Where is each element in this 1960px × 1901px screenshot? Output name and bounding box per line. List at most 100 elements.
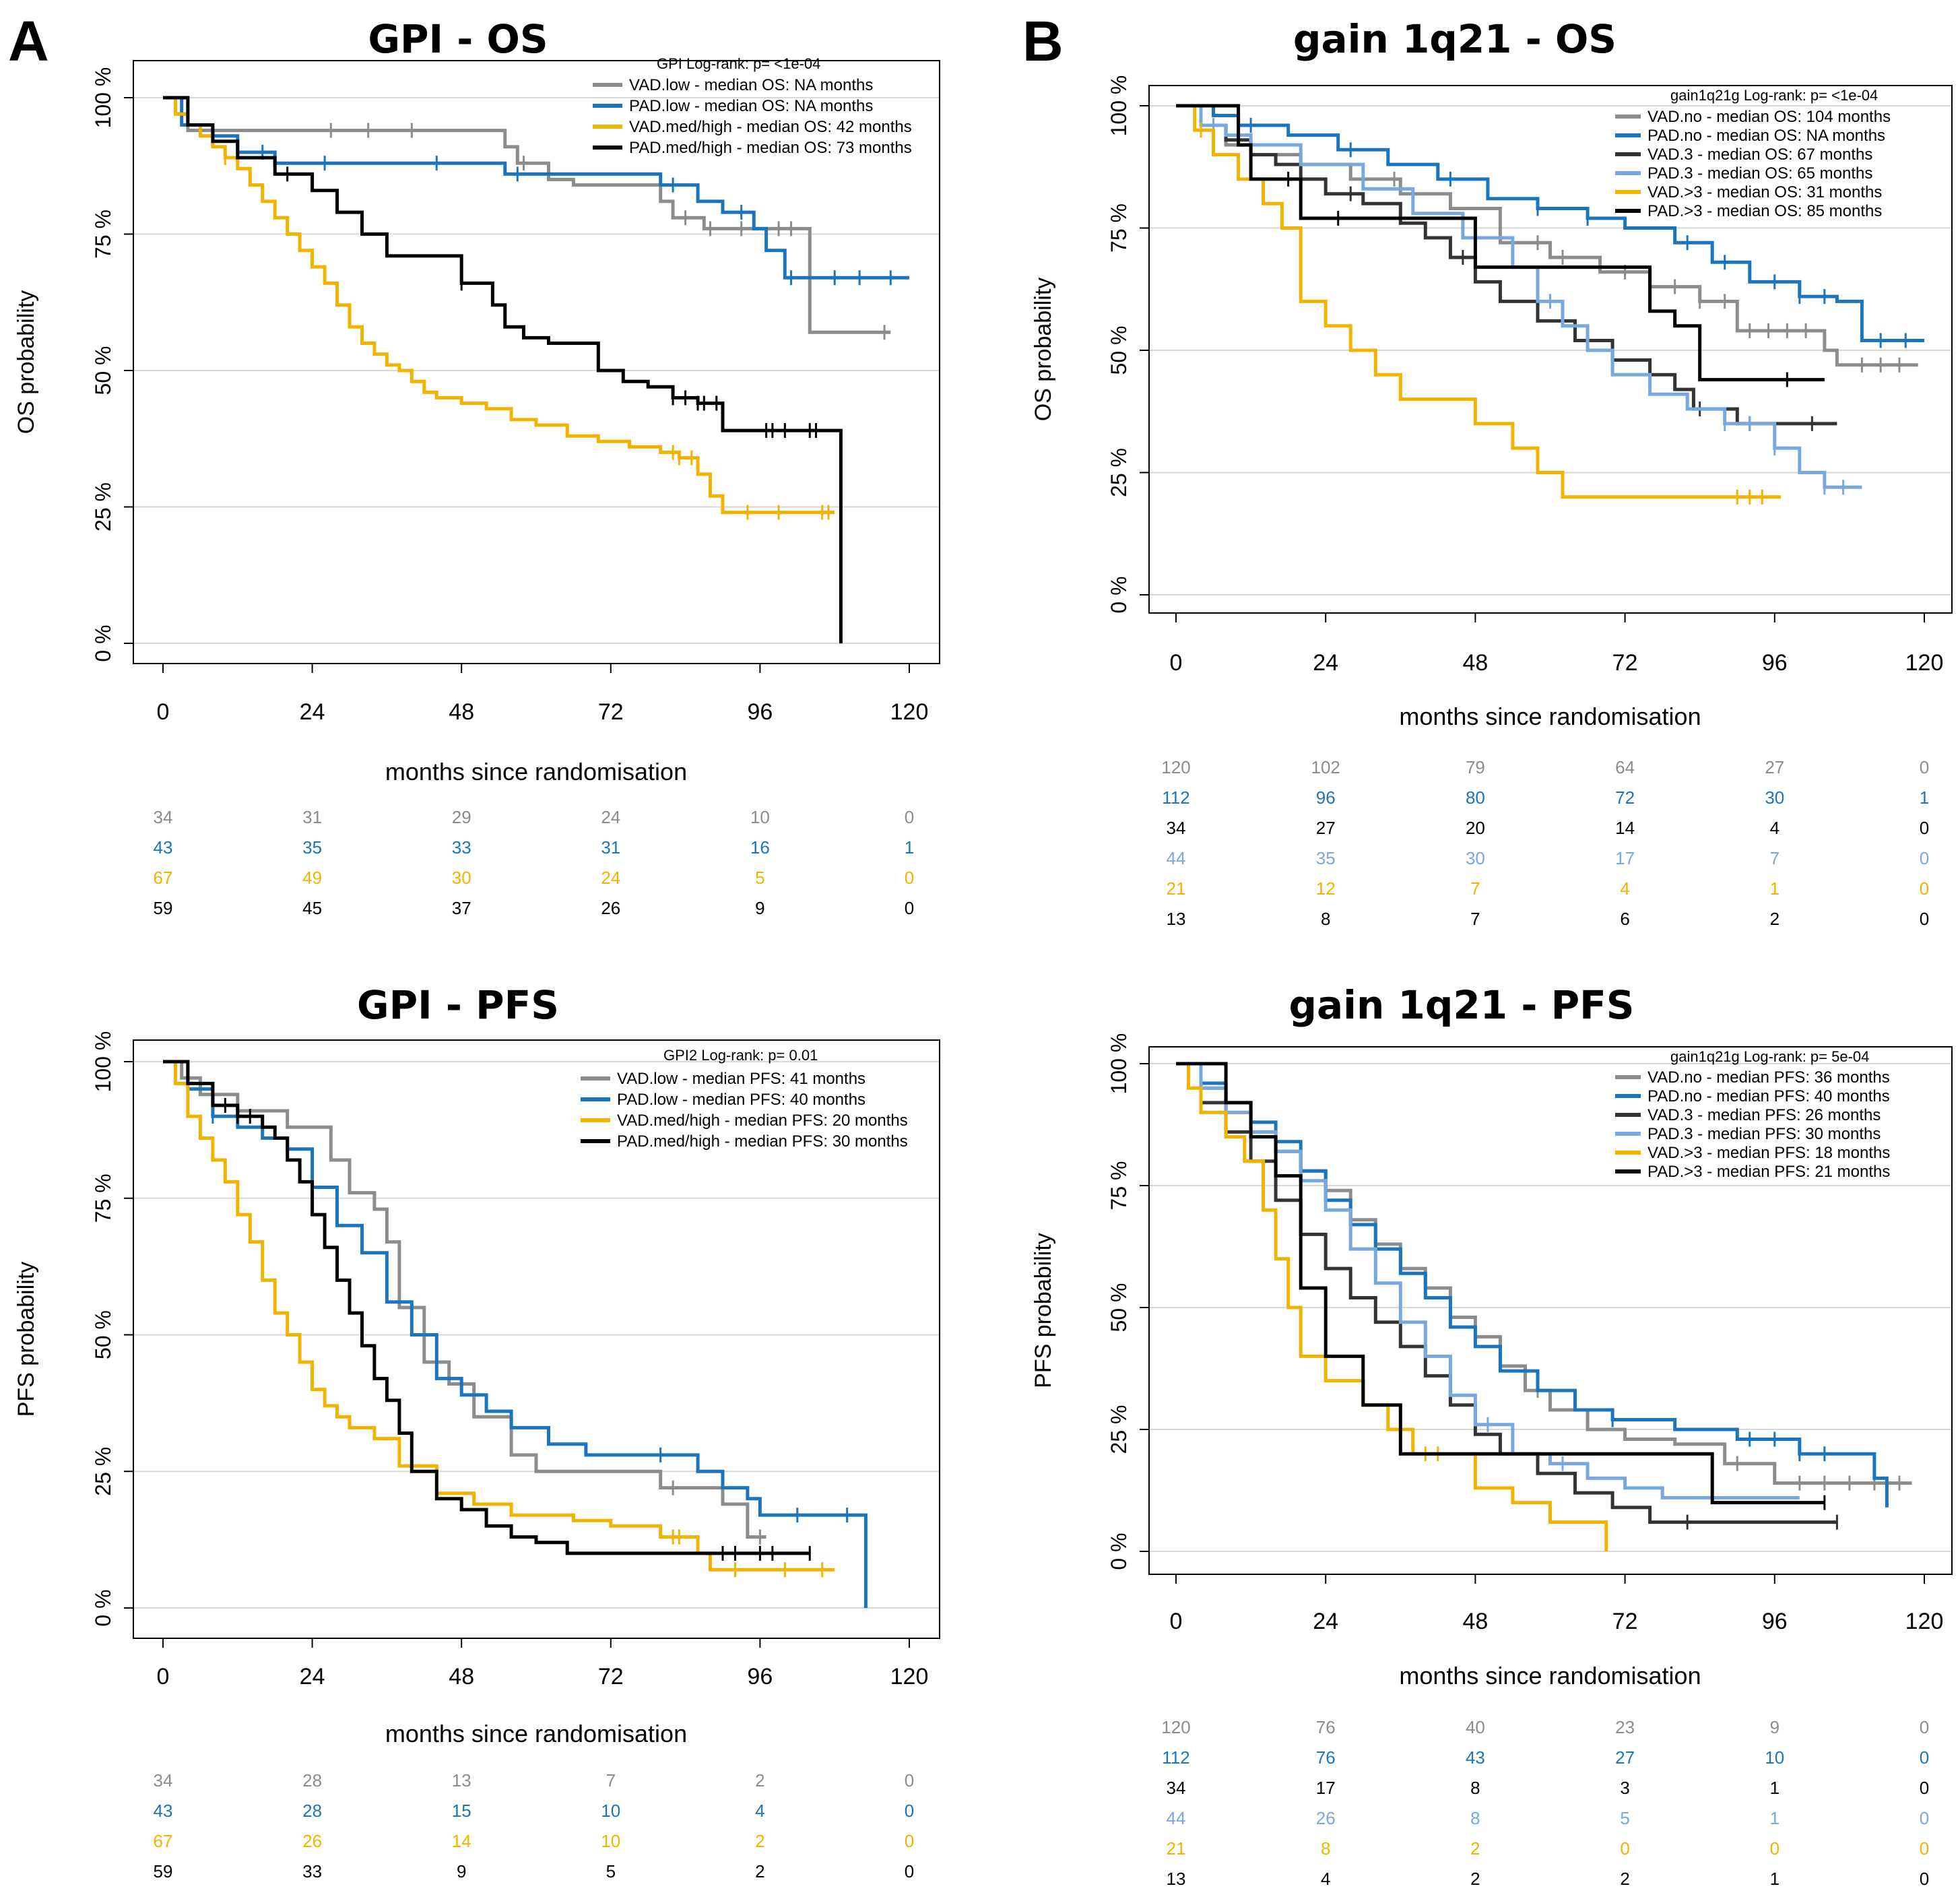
at-risk-value: 0 [905,898,914,918]
at-risk-value: 1 [1770,1808,1779,1828]
at-risk-value: 4 [1770,818,1779,838]
at-risk-value: 13 [452,1770,471,1791]
y-tick-label: 25 % [1107,448,1131,497]
x-tick-label: 24 [300,1664,325,1689]
at-risk-value: 1 [1770,1869,1779,1889]
legend-title: gain1q21g Log-rank: p= <1e-04 [1670,87,1878,104]
y-axis-label: OS probability [13,290,39,434]
legend-entry: PAD.no - median PFS: 40 months [1647,1087,1890,1105]
at-risk-value: 30 [1466,848,1485,868]
at-risk-value: 1 [1920,787,1929,808]
legend-entry: VAD.low - median PFS: 41 months [617,1070,865,1088]
at-risk-value: 0 [1920,1778,1929,1798]
km-curve-2 [1176,1062,1889,1508]
at-risk-value: 112 [1162,1747,1189,1768]
at-risk-value: 9 [1770,1717,1779,1737]
x-tick-label: 48 [449,699,474,725]
at-risk-value: 5 [606,1861,616,1881]
at-risk-value: 15 [452,1801,471,1821]
at-risk-value: 43 [154,1801,173,1821]
at-risk-value: 4 [1321,1869,1330,1889]
chart-title: GPI - PFS [357,982,559,1028]
at-risk-value: 10 [601,1801,620,1821]
y-tick-label: 0 % [91,1589,115,1626]
legend-entry: PAD.low - median PFS: 40 months [617,1091,865,1109]
x-tick-label: 0 [1170,1609,1183,1634]
km-curve-5 [1176,104,1782,499]
panel-label-b: B [1022,9,1064,73]
at-risk-value: 10 [601,1831,620,1851]
at-risk-value: 13 [1167,1869,1186,1889]
at-risk-value: 27 [1765,757,1784,777]
at-risk-value: 0 [1920,848,1929,868]
y-tick-label: 75 % [91,210,115,259]
at-risk-value: 9 [457,1861,466,1881]
legend-entry: PAD.>3 - median OS: 85 months [1647,202,1882,220]
km-chart-4: gain 1q21 - PFS 0 % 25 % 50 % 75 % 100 % PFS p… [1031,982,1953,1889]
y-axis-label: OS probability [1031,278,1056,422]
y-tick-label: 100 % [1107,75,1131,137]
legend-title: GPI Log-rank: p= <1e-04 [657,55,820,72]
at-risk-value: 28 [302,1801,322,1821]
at-risk-value: 34 [154,1770,173,1791]
at-risk-value: 0 [905,807,914,827]
x-tick-label: 24 [300,699,325,725]
at-risk-value: 120 [1161,757,1190,777]
at-risk-value: 43 [1466,1747,1485,1768]
plot-frame [133,60,940,664]
at-risk-value: 43 [154,837,173,858]
km-curve-4 [1176,1062,1800,1500]
at-risk-value: 0 [1920,1747,1929,1768]
x-axis-label: months since randomisation [1399,703,1701,730]
at-risk-value: 0 [1770,1838,1779,1859]
x-tick-label: 120 [1905,650,1944,676]
at-risk-value: 2 [1470,1869,1480,1889]
at-risk-value: 8 [1321,1838,1330,1859]
legend-title: gain1q21g Log-rank: p= 5e-04 [1670,1048,1869,1065]
x-tick-label: 96 [1762,650,1788,676]
at-risk-value: 21 [1167,1838,1186,1859]
legend-entry: PAD.med/high - median OS: 73 months [629,139,912,157]
at-risk-value: 49 [302,868,322,888]
legend-entry: PAD.no - median OS: NA months [1647,127,1885,145]
panel-label-a: A [8,9,49,73]
x-axis-label: months since randomisation [385,758,687,785]
at-risk-value: 7 [1470,909,1480,929]
at-risk-value: 7 [606,1770,616,1791]
at-risk-value: 5 [755,868,764,888]
x-tick-label: 72 [1612,650,1638,676]
y-axis-label: PFS probability [13,1262,39,1417]
at-risk-value: 59 [154,1861,173,1881]
legend-entry: VAD.no - median OS: 104 months [1647,108,1891,126]
at-risk-value: 0 [1920,1869,1929,1889]
at-risk-value: 27 [1316,818,1336,838]
km-chart-2: gain 1q21 - OS 0 % 25 % 50 % 75 % 100 % OS pro… [1031,16,1953,929]
at-risk-value: 120 [1161,1717,1190,1737]
at-risk-value: 2 [1770,909,1779,929]
at-risk-value: 14 [1615,818,1635,838]
at-risk-value: 6 [1620,909,1629,929]
x-tick-label: 120 [890,1664,929,1689]
plot-frame [133,1039,940,1639]
x-tick-label: 0 [157,1664,170,1689]
at-risk-value: 35 [1316,848,1336,868]
chart-title: gain 1q21 - PFS [1289,982,1635,1028]
at-risk-value: 96 [1316,787,1336,808]
x-tick-label: 96 [747,1664,773,1689]
x-axis-label: months since randomisation [1399,1662,1701,1689]
at-risk-value: 112 [1162,787,1189,808]
y-tick-label: 50 % [91,346,115,395]
at-risk-value: 33 [452,837,471,858]
at-risk-value: 10 [1765,1747,1784,1768]
at-risk-value: 17 [1615,848,1635,868]
y-tick-label: 50 % [1107,326,1131,375]
km-chart-1: GPI - OS 0 % 25 % 50 % 75 % 100 % OS probabili… [13,16,940,918]
at-risk-value: 67 [154,868,173,888]
at-risk-value: 2 [755,1770,764,1791]
at-risk-value: 1 [1770,878,1779,899]
at-risk-value: 35 [302,837,322,858]
legend-entry: PAD.>3 - median PFS: 21 months [1647,1163,1890,1181]
km-curve-3 [1176,104,1837,426]
at-risk-value: 67 [154,1831,173,1851]
